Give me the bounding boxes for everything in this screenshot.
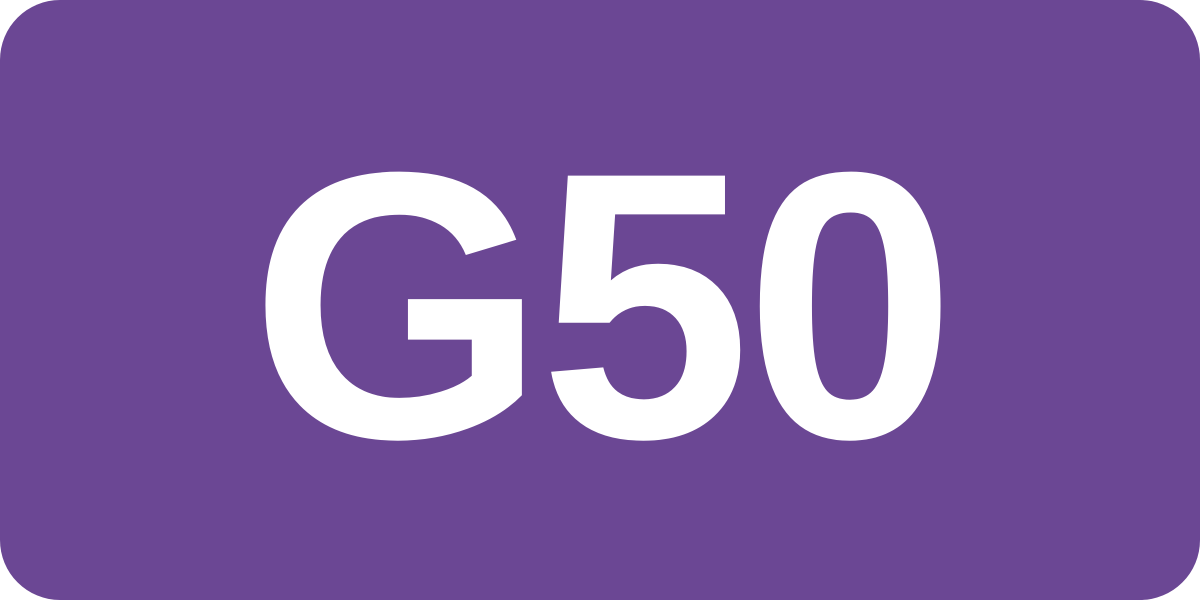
- route-label: G50: [249, 93, 956, 518]
